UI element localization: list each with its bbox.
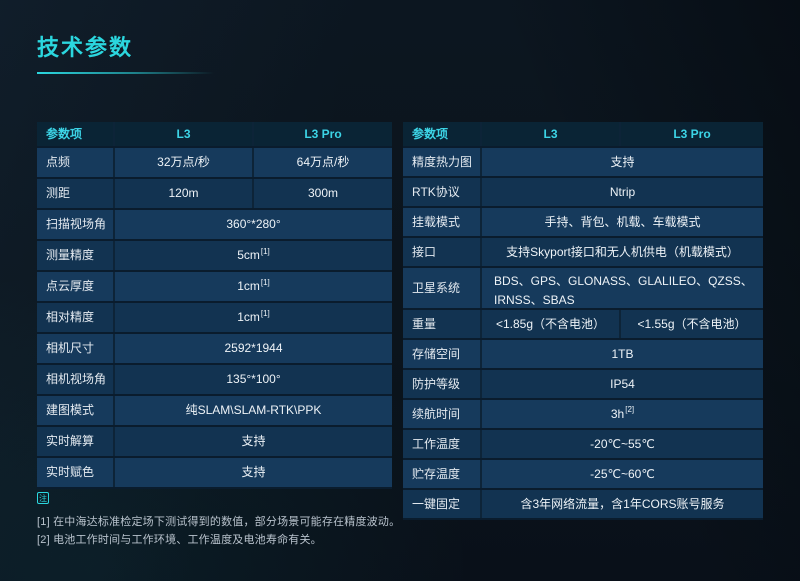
table-row: 贮存温度 -25℃~60℃ — [403, 460, 763, 490]
footnote-marker: [1] — [260, 308, 270, 318]
row-value: 135°*100° — [113, 365, 392, 394]
row-value: 5cm [1] — [113, 241, 392, 270]
row-value: 2592*1944 — [113, 334, 392, 363]
row-value: 1cm [1] — [113, 303, 392, 332]
row-label: 续航时间 — [412, 406, 461, 421]
row-label: 测距 — [46, 186, 71, 201]
table-row: 实时解算 支持 — [37, 427, 392, 458]
right-table-header-row: 参数项 L3 L3 Pro — [403, 122, 763, 148]
row-value: 手持、背包、机载、车载模式 — [480, 208, 763, 236]
table-row: 续航时间 3h [2] — [403, 400, 763, 430]
row-label: 卫星系统 — [412, 280, 461, 295]
row-value: 3h [2] — [480, 400, 763, 428]
table-row: 相机尺寸 2592*1944 — [37, 334, 392, 365]
row-label: 相机视场角 — [46, 372, 107, 387]
table-row: 接口 支持Skyport接口和无人机供电（机载模式） — [403, 238, 763, 268]
row-value: <1.55g（不含电池） — [619, 310, 763, 338]
column-header-l3-pro: L3 Pro — [619, 122, 763, 146]
column-header-l3: L3 — [113, 122, 252, 146]
row-label: 点云厚度 — [46, 279, 95, 294]
row-value: BDS、GPS、GLONASS、GLALILEO、QZSS、IRNSS、SBAS — [480, 268, 763, 308]
row-value: 支持Skyport接口和无人机供电（机载模式） — [480, 238, 763, 266]
row-label: RTK协议 — [412, 184, 460, 199]
note-badge-icon: 注 — [37, 492, 49, 504]
row-value: 支持 — [113, 427, 392, 456]
row-value: 支持 — [113, 458, 392, 487]
row-label: 测量精度 — [46, 248, 95, 263]
table-row: 相对精度 1cm [1] — [37, 303, 392, 334]
row-value: <1.85g（不含电池） — [480, 310, 619, 338]
row-label: 扫描视场角 — [46, 217, 107, 232]
row-value: 32万点/秒 — [113, 148, 252, 177]
column-header-l3-pro: L3 Pro — [252, 122, 392, 146]
table-row: 点频 32万点/秒 64万点/秒 — [37, 148, 392, 179]
footnote-marker: [1] — [260, 277, 270, 287]
row-label: 建图模式 — [46, 403, 95, 418]
row-value: 1TB — [480, 340, 763, 368]
table-row: 测距 120m 300m — [37, 179, 392, 210]
left-spec-table: 参数项 L3 L3 Pro 点频 32万点/秒 64万点/秒 测距 120m 300m 扫描视场角… — [37, 122, 392, 489]
table-row: 存储空间 1TB — [403, 340, 763, 370]
row-value: 64万点/秒 — [252, 148, 392, 177]
row-value: 支持 — [480, 148, 763, 176]
row-label: 一键固定 — [412, 496, 461, 511]
footnote-2: [2] 电池工作时间与工作环境、工作温度及电池寿命有关。 — [37, 534, 322, 546]
page-title: 技术参数 — [37, 35, 134, 60]
row-value: 360°*280° — [113, 210, 392, 239]
table-row: 重量 <1.85g（不含电池） <1.55g（不含电池） — [403, 310, 763, 340]
row-label: 挂载模式 — [412, 214, 461, 229]
row-value: 300m — [252, 179, 392, 208]
row-label: 接口 — [412, 244, 437, 259]
row-value: 1cm [1] — [113, 272, 392, 301]
row-label: 精度热力图 — [412, 154, 473, 169]
table-row: 测量精度 5cm [1] — [37, 241, 392, 272]
row-value: Ntrip — [480, 178, 763, 206]
row-label: 重量 — [412, 316, 437, 331]
row-label: 相机尺寸 — [46, 341, 95, 356]
row-label: 实时解算 — [46, 434, 95, 449]
row-label: 防护等级 — [412, 376, 461, 391]
footnote-1: [1] 在中海达标准检定场下测试得到的数值，部分场景可能存在精度波动。 — [37, 516, 401, 528]
right-spec-table: 参数项 L3 L3 Pro 精度热力图 支持 RTK协议 Ntrip 挂载模式 手持、背包、机载… — [403, 122, 763, 520]
footnote-marker: [1] — [260, 246, 270, 256]
table-row: 精度热力图 支持 — [403, 148, 763, 178]
table-row: 一键固定 含3年网络流量，含1年CORS账号服务 — [403, 490, 763, 520]
table-row: 卫星系统 BDS、GPS、GLONASS、GLALILEO、QZSS、IRNSS、… — [403, 268, 763, 310]
row-value: 120m — [113, 179, 252, 208]
table-row: 工作温度 -20℃~55℃ — [403, 430, 763, 460]
table-row: 实时赋色 支持 — [37, 458, 392, 489]
row-value: 纯SLAM\SLAM-RTK\PPK — [113, 396, 392, 425]
row-label: 贮存温度 — [412, 466, 461, 481]
table-row: RTK协议 Ntrip — [403, 178, 763, 208]
row-label: 实时赋色 — [46, 465, 95, 480]
row-label: 工作温度 — [412, 436, 461, 451]
footnote-marker: [2] — [625, 405, 635, 414]
table-row: 防护等级 IP54 — [403, 370, 763, 400]
row-label: 存储空间 — [412, 346, 461, 361]
row-label: 相对精度 — [46, 310, 95, 325]
table-row: 点云厚度 1cm [1] — [37, 272, 392, 303]
row-value: 含3年网络流量，含1年CORS账号服务 — [480, 490, 763, 518]
row-value: IP54 — [480, 370, 763, 398]
column-header-param: 参数项 — [412, 126, 449, 141]
left-table-header-row: 参数项 L3 L3 Pro — [37, 122, 392, 148]
row-label: 点频 — [46, 155, 71, 170]
footnotes-block: 注 [1] 在中海达标准检定场下测试得到的数值，部分场景可能存在精度波动。 [2… — [37, 492, 407, 549]
row-value: -25℃~60℃ — [480, 460, 763, 488]
column-header-param: 参数项 — [46, 126, 83, 141]
row-value: -20℃~55℃ — [480, 430, 763, 458]
table-row: 建图模式 纯SLAM\SLAM-RTK\PPK — [37, 396, 392, 427]
title-underline-divider — [37, 72, 214, 74]
column-header-l3: L3 — [480, 122, 619, 146]
table-row: 扫描视场角 360°*280° — [37, 210, 392, 241]
table-row: 相机视场角 135°*100° — [37, 365, 392, 396]
table-row: 挂载模式 手持、背包、机载、车载模式 — [403, 208, 763, 238]
